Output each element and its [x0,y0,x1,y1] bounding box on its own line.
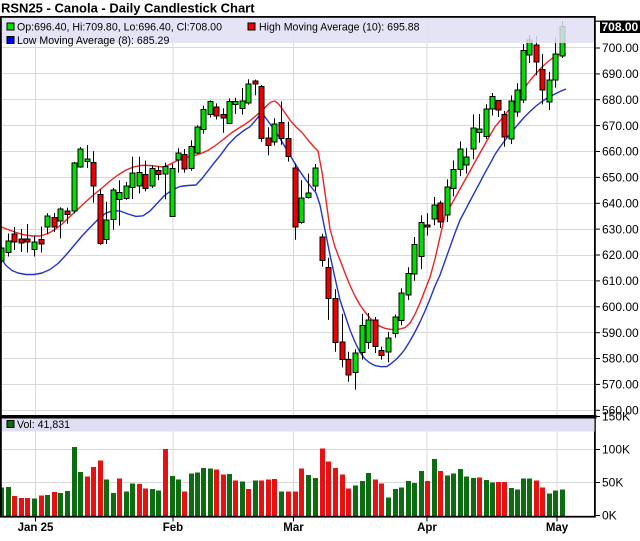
svg-text:670.00: 670.00 [602,119,639,133]
svg-text:Op:696.40, Hi:709.80, Lo:696.4: Op:696.40, Hi:709.80, Lo:696.40, Cl:708.… [17,22,222,34]
svg-text:Jan 25: Jan 25 [18,522,54,534]
svg-text:560.00: 560.00 [602,404,639,418]
svg-text:50K: 50K [602,476,623,490]
svg-text:690.00: 690.00 [602,67,639,81]
svg-text:Mar: Mar [283,522,304,534]
svg-text:100K: 100K [602,443,630,457]
svg-text:650.00: 650.00 [602,171,639,185]
svg-text:700.00: 700.00 [602,41,639,55]
svg-text:630.00: 630.00 [602,222,639,236]
svg-text:Apr: Apr [417,522,437,534]
svg-text:590.00: 590.00 [602,326,639,340]
svg-text:640.00: 640.00 [602,197,639,211]
svg-text:0K: 0K [602,509,617,523]
svg-text:708.00: 708.00 [602,20,639,34]
svg-text:660.00: 660.00 [602,145,639,159]
svg-text:570.00: 570.00 [602,378,639,392]
svg-text:Vol: 41,831: Vol: 41,831 [17,419,70,431]
svg-text:620.00: 620.00 [602,248,639,262]
svg-text:High Moving Average (10): 695.: High Moving Average (10): 695.88 [259,22,420,34]
svg-text:May: May [546,522,569,534]
svg-text:600.00: 600.00 [602,300,639,314]
svg-text:680.00: 680.00 [602,93,639,107]
svg-text:Low Moving Average (8): 685.29: Low Moving Average (8): 685.29 [17,35,169,47]
svg-text:150K: 150K [602,410,630,424]
svg-text:RSN25 - Canola - Daily Candles: RSN25 - Canola - Daily Candlestick Chart [1,1,255,16]
svg-text:Feb: Feb [163,522,183,534]
svg-text:580.00: 580.00 [602,352,639,366]
svg-text:610.00: 610.00 [602,274,639,288]
